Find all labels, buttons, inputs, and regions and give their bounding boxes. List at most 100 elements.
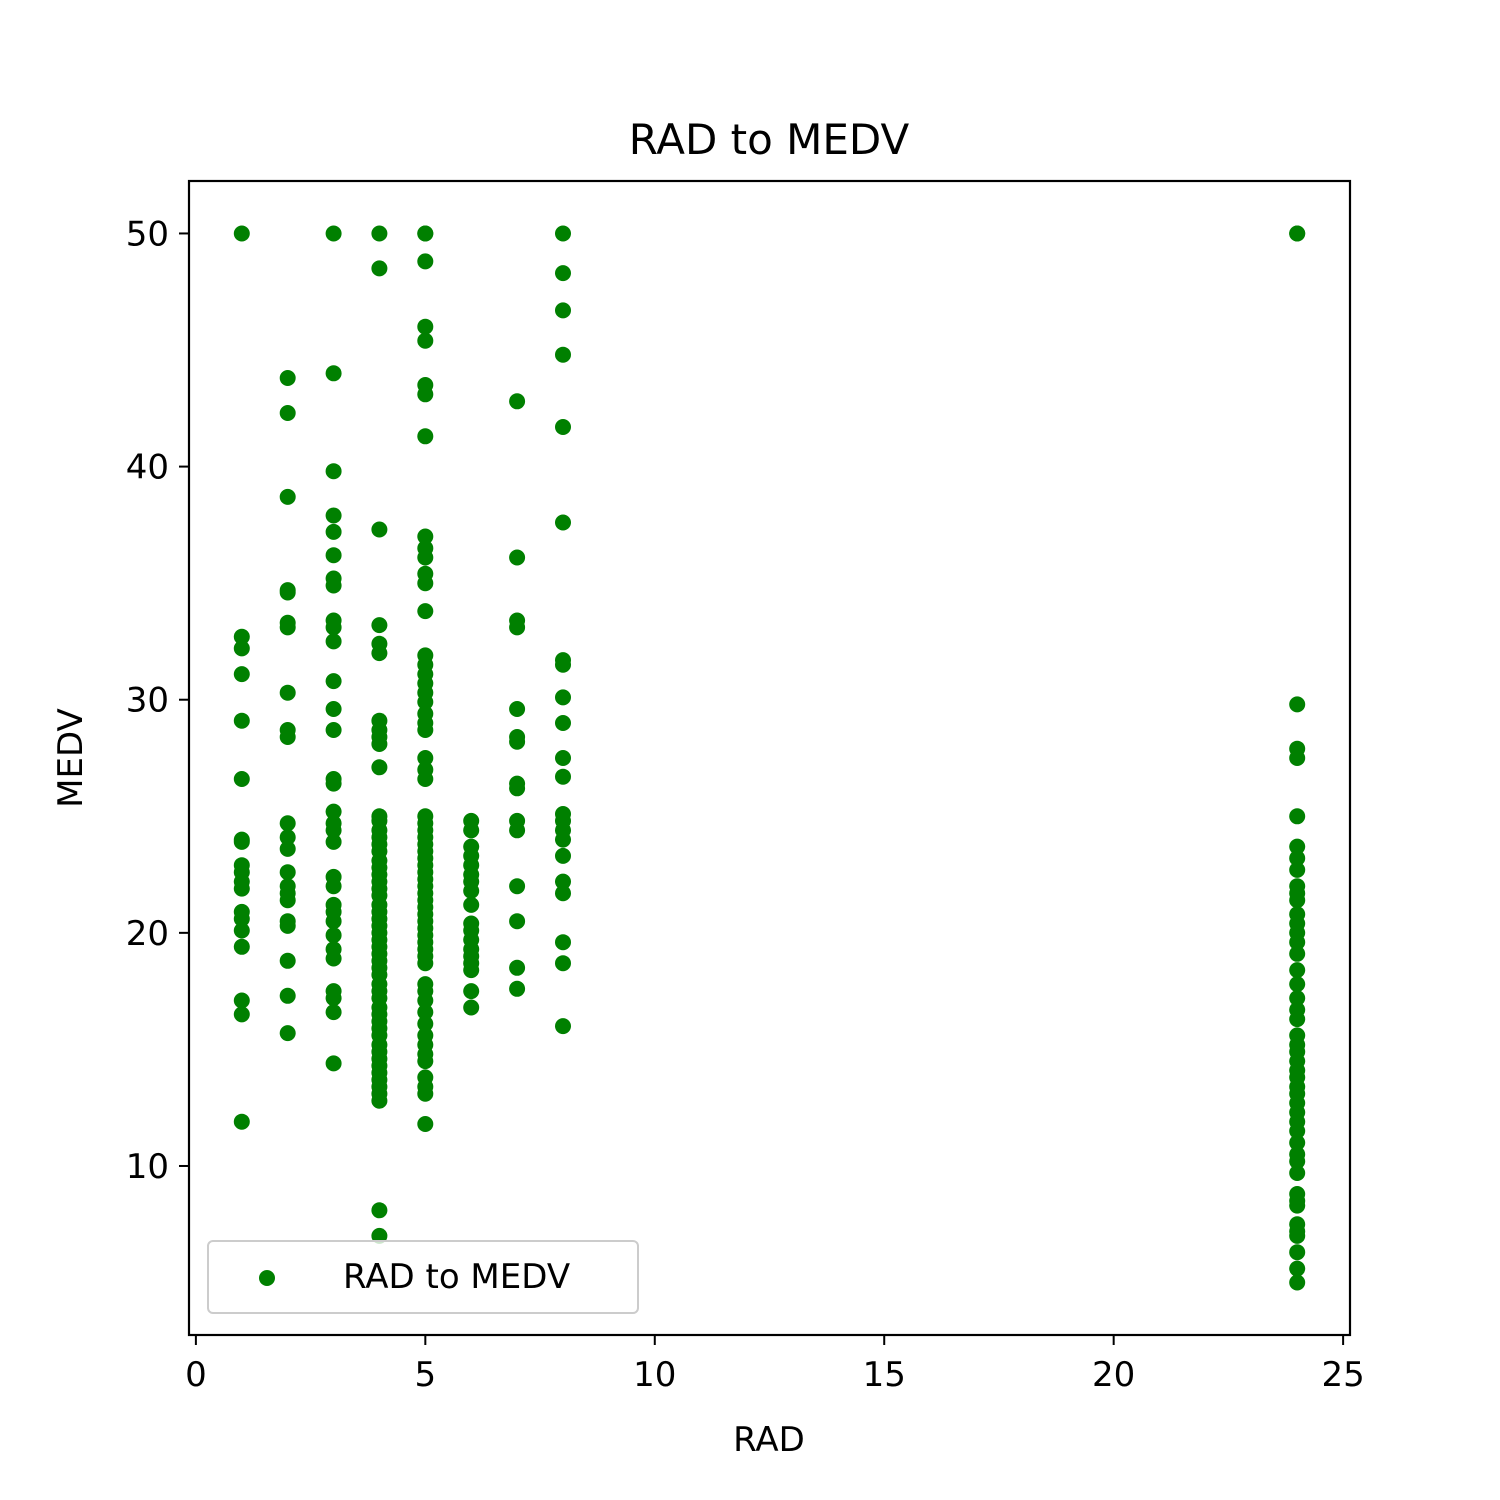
data-point bbox=[325, 701, 342, 717]
data-point bbox=[509, 393, 526, 410]
data-point bbox=[279, 952, 296, 969]
data-point bbox=[417, 1053, 434, 1070]
data-point bbox=[325, 927, 342, 944]
y-tick-label: 30 bbox=[126, 681, 169, 721]
data-point bbox=[233, 922, 250, 939]
data-point bbox=[555, 934, 571, 951]
data-point bbox=[417, 318, 434, 335]
data-point bbox=[417, 428, 434, 445]
data-point bbox=[371, 759, 388, 776]
data-point bbox=[233, 771, 250, 787]
data-point bbox=[1289, 1227, 1306, 1244]
data-point bbox=[279, 405, 296, 421]
data-point bbox=[417, 253, 434, 270]
data-point bbox=[325, 577, 342, 594]
data-point bbox=[417, 575, 434, 592]
data-point bbox=[325, 523, 342, 540]
plot-frame bbox=[187, 179, 1352, 1337]
data-point bbox=[417, 549, 434, 566]
data-point bbox=[509, 549, 526, 566]
y-tick-label: 20 bbox=[126, 914, 169, 954]
data-point bbox=[325, 950, 342, 967]
data-point bbox=[279, 892, 296, 909]
data-point bbox=[325, 878, 342, 895]
data-point bbox=[555, 768, 571, 785]
data-point bbox=[325, 633, 342, 650]
data-point bbox=[325, 365, 342, 382]
data-point bbox=[233, 910, 250, 927]
data-point bbox=[233, 992, 250, 1009]
data-point bbox=[417, 528, 434, 545]
data-point bbox=[417, 225, 434, 242]
data-point bbox=[555, 689, 571, 706]
data-point bbox=[417, 386, 434, 403]
data-point bbox=[279, 815, 296, 832]
data-point bbox=[279, 619, 296, 636]
data-point bbox=[417, 992, 434, 1009]
chart-title: RAD to MEDV bbox=[629, 115, 910, 164]
data-point bbox=[1289, 892, 1306, 909]
data-point bbox=[233, 1113, 250, 1130]
data-points bbox=[233, 225, 1306, 1291]
data-point bbox=[371, 645, 388, 662]
x-tick-label: 15 bbox=[863, 1355, 906, 1395]
data-point bbox=[555, 750, 571, 766]
y-axis-label: MEDV bbox=[51, 708, 91, 808]
data-point bbox=[371, 260, 388, 277]
data-point bbox=[555, 346, 571, 363]
data-point bbox=[463, 822, 480, 839]
data-point bbox=[279, 987, 296, 1004]
data-point bbox=[509, 913, 526, 930]
data-point bbox=[463, 983, 480, 1000]
data-point bbox=[279, 729, 296, 745]
data-point bbox=[1289, 945, 1306, 962]
data-point bbox=[233, 880, 250, 897]
plot-area bbox=[189, 181, 1350, 1335]
data-point bbox=[233, 640, 250, 657]
data-point bbox=[371, 521, 388, 538]
data-point bbox=[371, 225, 388, 242]
data-point bbox=[325, 225, 342, 242]
data-point bbox=[371, 1092, 388, 1109]
data-point bbox=[233, 712, 250, 729]
legend-box bbox=[207, 1240, 639, 1314]
data-point bbox=[279, 488, 296, 505]
x-tick-label: 25 bbox=[1321, 1355, 1364, 1395]
data-point bbox=[279, 370, 296, 386]
data-point bbox=[371, 1202, 388, 1219]
data-point bbox=[417, 603, 434, 620]
x-tick-label: 0 bbox=[185, 1355, 207, 1395]
data-point bbox=[417, 955, 434, 972]
data-point bbox=[233, 628, 250, 645]
data-point bbox=[325, 822, 342, 839]
x-axis-ticks: 0 5 10 15 20 25 bbox=[185, 1335, 1365, 1395]
legend-marker bbox=[259, 1270, 275, 1286]
data-point bbox=[463, 962, 480, 979]
data-point bbox=[279, 864, 296, 881]
data-point bbox=[325, 463, 342, 480]
data-point bbox=[1289, 850, 1306, 867]
data-point bbox=[325, 673, 342, 690]
data-point bbox=[1289, 1123, 1306, 1139]
data-point bbox=[1289, 962, 1306, 979]
x-tick-label: 5 bbox=[415, 1355, 437, 1395]
data-point bbox=[555, 656, 571, 673]
data-point bbox=[1289, 1274, 1306, 1291]
data-point bbox=[279, 584, 296, 601]
data-point bbox=[509, 980, 526, 997]
data-point bbox=[325, 547, 342, 564]
y-tick-label: 50 bbox=[126, 214, 169, 254]
data-point bbox=[325, 722, 342, 738]
data-point bbox=[371, 617, 388, 634]
data-point bbox=[1289, 225, 1306, 242]
data-point bbox=[555, 831, 571, 848]
data-point bbox=[417, 1085, 434, 1102]
data-point bbox=[1289, 861, 1306, 878]
data-point bbox=[463, 882, 480, 899]
data-point bbox=[463, 999, 480, 1016]
data-point bbox=[417, 722, 434, 738]
data-point bbox=[233, 1006, 250, 1023]
data-point bbox=[555, 715, 571, 731]
